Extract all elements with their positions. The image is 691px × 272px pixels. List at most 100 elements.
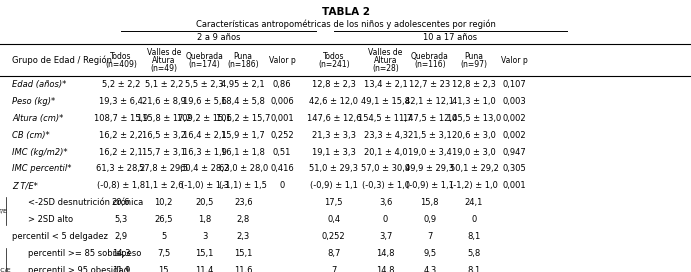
Text: IMC (kg/m2)*: IMC (kg/m2)* xyxy=(12,147,68,157)
Text: 26,5: 26,5 xyxy=(155,215,173,224)
Text: 8,7: 8,7 xyxy=(327,249,341,258)
Text: 154,5 ± 11,7: 154,5 ± 11,7 xyxy=(359,114,413,123)
Text: 11,4: 11,4 xyxy=(196,265,214,272)
Text: Z T/E*: Z T/E* xyxy=(12,181,38,190)
Text: 3,7: 3,7 xyxy=(379,232,392,241)
Text: 20,6 ± 3,0: 20,6 ± 3,0 xyxy=(452,131,496,140)
Text: Todos: Todos xyxy=(110,52,132,61)
Text: Altura: Altura xyxy=(374,56,397,65)
Text: 2,8: 2,8 xyxy=(236,215,250,224)
Text: Peso (kg)*: Peso (kg)* xyxy=(12,97,56,106)
Text: 16,2 ± 2,2: 16,2 ± 2,2 xyxy=(99,131,143,140)
Text: 49,1 ± 15,8: 49,1 ± 15,8 xyxy=(361,97,410,106)
Text: 9,5: 9,5 xyxy=(424,249,436,258)
Text: 10 a 17 años: 10 a 17 años xyxy=(423,33,477,42)
Text: 21,3 ± 3,3: 21,3 ± 3,3 xyxy=(312,131,356,140)
Text: CB (cm)*: CB (cm)* xyxy=(12,131,50,140)
Text: 108,7 ± 15,9: 108,7 ± 15,9 xyxy=(94,114,148,123)
Text: 0: 0 xyxy=(471,215,477,224)
Text: 0,006: 0,006 xyxy=(270,97,294,106)
Text: 109,2 ± 15,1: 109,2 ± 15,1 xyxy=(178,114,231,123)
Text: <-2SD desnutrición crónica: <-2SD desnutrición crónica xyxy=(28,198,143,207)
Text: 12,7 ± 23: 12,7 ± 23 xyxy=(409,80,451,89)
Text: 1,8: 1,8 xyxy=(198,215,211,224)
Text: 16,5 ± 3,2: 16,5 ± 3,2 xyxy=(142,131,186,140)
Text: 4,95 ± 2,1: 4,95 ± 2,1 xyxy=(221,80,265,89)
Text: Altura: Altura xyxy=(152,56,176,65)
Text: Quebrada: Quebrada xyxy=(411,52,448,61)
Text: 0: 0 xyxy=(279,181,285,190)
Text: 13,4 ± 2,1: 13,4 ± 2,1 xyxy=(363,80,408,89)
Text: 8,1: 8,1 xyxy=(467,265,481,272)
Text: Quebrada: Quebrada xyxy=(186,52,223,61)
Text: 20,1 ± 4,0: 20,1 ± 4,0 xyxy=(363,147,408,157)
Text: 14,8: 14,8 xyxy=(377,265,395,272)
Text: Valles de: Valles de xyxy=(146,48,181,57)
Text: 106,2 ± 15,7: 106,2 ± 15,7 xyxy=(216,114,270,123)
Text: (n=116): (n=116) xyxy=(414,60,446,69)
Text: 61,3 ± 28,2: 61,3 ± 28,2 xyxy=(96,164,146,174)
Text: 2,3: 2,3 xyxy=(236,232,250,241)
Text: 14,3: 14,3 xyxy=(112,249,130,258)
Text: 7,5: 7,5 xyxy=(157,249,171,258)
Text: 57,8 ± 29,5: 57,8 ± 29,5 xyxy=(139,164,189,174)
Text: 0,305: 0,305 xyxy=(503,164,527,174)
Text: IMC percentil*: IMC percentil* xyxy=(12,164,72,174)
Text: 21,6 ± 8,9: 21,6 ± 8,9 xyxy=(142,97,186,106)
Text: 23,6: 23,6 xyxy=(234,198,252,207)
Text: Edad (años)*: Edad (años)* xyxy=(12,80,67,89)
Text: (n=241): (n=241) xyxy=(318,60,350,69)
Text: 12,8 ± 2,3: 12,8 ± 2,3 xyxy=(452,80,496,89)
Text: 7: 7 xyxy=(331,265,337,272)
Text: 15,7 ± 3,1: 15,7 ± 3,1 xyxy=(142,147,186,157)
Text: 8,1: 8,1 xyxy=(467,232,481,241)
Text: > 2SD alto: > 2SD alto xyxy=(28,215,73,224)
Text: 0,001: 0,001 xyxy=(270,114,294,123)
Text: 0,002: 0,002 xyxy=(503,131,527,140)
Text: 63,0 ± 28,0: 63,0 ± 28,0 xyxy=(218,164,268,174)
Text: 20,5: 20,5 xyxy=(196,198,214,207)
Text: 0,947: 0,947 xyxy=(503,147,527,157)
Text: 11,9: 11,9 xyxy=(112,265,130,272)
Text: 147,6 ± 12,6: 147,6 ± 12,6 xyxy=(307,114,361,123)
Text: 16,2 ± 2,1: 16,2 ± 2,1 xyxy=(99,147,143,157)
Text: Grupo de Edad / Región: Grupo de Edad / Región xyxy=(12,56,113,65)
Text: 5: 5 xyxy=(161,232,167,241)
Text: percentil > 95 obesidad: percentil > 95 obesidad xyxy=(28,265,129,272)
Text: percentil < 5 delgadez: percentil < 5 delgadez xyxy=(12,232,108,241)
Text: 16,1 ± 1,8: 16,1 ± 1,8 xyxy=(221,147,265,157)
Text: 24,1: 24,1 xyxy=(465,198,483,207)
Text: 15,9 ± 1,7: 15,9 ± 1,7 xyxy=(221,131,265,140)
Text: IMC/E: IMC/E xyxy=(0,268,11,272)
Text: 5,2 ± 2,2: 5,2 ± 2,2 xyxy=(102,80,140,89)
Text: Todos: Todos xyxy=(323,52,345,61)
Text: 0,003: 0,003 xyxy=(503,97,527,106)
Text: 14,8: 14,8 xyxy=(377,249,395,258)
Text: 18,4 ± 5,8: 18,4 ± 5,8 xyxy=(221,97,265,106)
Text: (n=186): (n=186) xyxy=(227,60,259,69)
Text: 0,002: 0,002 xyxy=(503,114,527,123)
Text: 0,001: 0,001 xyxy=(503,181,527,190)
Text: 19,1 ± 3,3: 19,1 ± 3,3 xyxy=(312,147,356,157)
Text: 0,4: 0,4 xyxy=(328,215,340,224)
Text: 10,2: 10,2 xyxy=(155,198,173,207)
Text: (-1,1) ± 1,5: (-1,1) ± 1,5 xyxy=(219,181,267,190)
Text: 0,51: 0,51 xyxy=(273,147,291,157)
Text: 57,0 ± 30,9: 57,0 ± 30,9 xyxy=(361,164,410,174)
Text: 3,6: 3,6 xyxy=(379,198,392,207)
Text: (-0,8) ± 1,8: (-0,8) ± 1,8 xyxy=(97,181,145,190)
Text: Puna: Puna xyxy=(464,52,484,61)
Text: 0: 0 xyxy=(383,215,388,224)
Text: 5,8: 5,8 xyxy=(467,249,481,258)
Text: 115,8 ± 17,2: 115,8 ± 17,2 xyxy=(137,114,191,123)
Text: 51,0 ± 29,3: 51,0 ± 29,3 xyxy=(310,164,358,174)
Text: 15,1: 15,1 xyxy=(234,249,252,258)
Text: 21,5 ± 3,1: 21,5 ± 3,1 xyxy=(408,131,452,140)
Text: 42,1 ± 12,1: 42,1 ± 12,1 xyxy=(406,97,454,106)
Text: Altura (cm)*: Altura (cm)* xyxy=(12,114,64,123)
Text: (-1,0) ± 1,3: (-1,0) ± 1,3 xyxy=(180,181,229,190)
Text: 19,0 ± 3,0: 19,0 ± 3,0 xyxy=(452,147,496,157)
Text: (n=409): (n=409) xyxy=(105,60,137,69)
Text: 16,4 ± 2,1: 16,4 ± 2,1 xyxy=(182,131,227,140)
Text: 0,252: 0,252 xyxy=(270,131,294,140)
